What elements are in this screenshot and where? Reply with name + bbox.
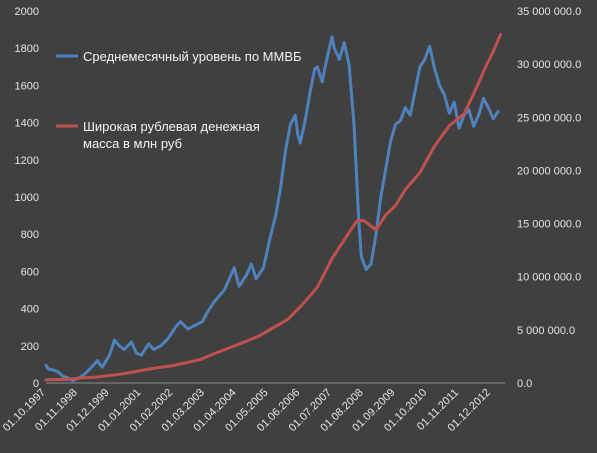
legend-label-money-supply-line2: масса в млн руб (83, 136, 182, 151)
left-axis-tick-label: 1000 (15, 192, 39, 204)
left-axis-tick-label: 1600 (15, 80, 39, 92)
left-axis-tick-label: 1200 (15, 155, 39, 167)
right-axis-tick-label: 10 000 000.0 (517, 272, 581, 284)
right-axis-tick-label: 5 000 000.0 (517, 325, 575, 337)
left-axis-labels: 0 200 400 600 800 1000 1200 1400 1600 1800 2000 (15, 6, 39, 390)
series-line-money-supply (44, 32, 503, 382)
legend-entry-mmvb: Среднемесячный уровень по ММВБ (56, 49, 302, 64)
right-axis-labels: 0.0 5 000 000.0 10 000 000.0 15 000 000.0 20… (517, 6, 581, 390)
series-layer (44, 32, 503, 383)
x-axis-labels: 01.10.199701.11.199801.12.199901.01.2001… (1, 387, 493, 434)
left-axis-tick-label: 2000 (15, 6, 39, 18)
right-axis-tick-label: 0.0 (517, 378, 532, 390)
right-axis-tick-label: 30 000 000.0 (517, 59, 581, 71)
left-axis-tick-label: 600 (21, 266, 39, 278)
series-line-mmvb (44, 35, 500, 383)
legend: Среднемесячный уровень по ММВБ Широкая р… (56, 49, 302, 151)
left-axis-tick-label: 800 (21, 229, 39, 241)
right-axis-tick-label: 35 000 000.0 (517, 6, 581, 18)
left-axis-tick-label: 1400 (15, 118, 39, 130)
right-axis-tick-label: 20 000 000.0 (517, 165, 581, 177)
right-axis-tick-label: 15 000 000.0 (517, 219, 581, 231)
left-axis-tick-label: 200 (21, 341, 39, 353)
left-axis-tick-label: 400 (21, 304, 39, 316)
left-axis-tick-label: 1800 (15, 43, 39, 55)
legend-label-mmvb-line1: Среднемесячный уровень по ММВБ (83, 49, 302, 64)
legend-label-money-supply-line1: Широкая рублевая денежная (83, 119, 260, 134)
left-axis-tick-label: 0 (33, 378, 39, 390)
right-axis-tick-label: 25 000 000.0 (517, 112, 581, 124)
legend-entry-money-supply: Широкая рублевая денежная масса в млн ру… (56, 119, 260, 151)
